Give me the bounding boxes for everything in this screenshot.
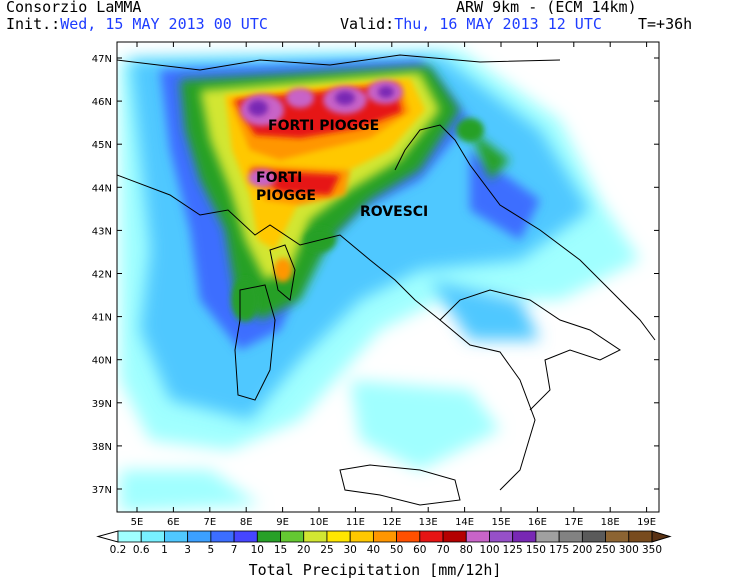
lon-tick-label: 7E — [203, 517, 216, 528]
colorbar-swatch — [349, 530, 374, 543]
lon-tick-label: 14E — [455, 517, 474, 528]
lon-tick-label: 17E — [564, 517, 583, 528]
colorbar-under-arrow — [96, 530, 119, 543]
colorbar-level-label: 25 — [320, 544, 333, 556]
colorbar-level-label: 0.2 — [110, 544, 127, 556]
lat-tick-label: 43N — [92, 226, 112, 237]
colorbar-level-label: 1 — [161, 544, 168, 556]
colorbar-over-arrow — [651, 530, 672, 543]
init-label: Init.: — [6, 15, 61, 33]
annotation-forti-piogge-north: FORTI PIOGGE — [268, 118, 379, 134]
annotation-forti: FORTI — [256, 170, 302, 186]
org-title: Consorzio LaMMA — [6, 0, 142, 16]
lat-tick-label: 46N — [92, 97, 112, 108]
lat-tick-label: 45N — [92, 140, 112, 151]
colorbar-level-label: 250 — [596, 544, 616, 556]
lon-tick-label: 11E — [346, 517, 365, 528]
colorbar-level-label: 60 — [413, 544, 426, 556]
lon-tick-label: 9E — [276, 517, 289, 528]
lat-tick-label: 38N — [92, 442, 112, 453]
colorbar-level-label: 50 — [390, 544, 403, 556]
valid-label: Valid: — [340, 15, 395, 33]
valid-value: Thu, 16 MAY 2013 12 UTC — [394, 15, 602, 33]
colorbar-swatch — [372, 530, 398, 543]
colorbar-level-label: 80 — [460, 544, 473, 556]
lon-tick-label: 18E — [601, 517, 620, 528]
lat-tick-label: 47N — [92, 54, 112, 65]
lon-tick-label: 19E — [637, 517, 656, 528]
colorbar-swatch — [187, 530, 212, 543]
lat-tick-label: 42N — [92, 270, 112, 281]
annotation-piogge: PIOGGE — [256, 188, 316, 204]
colorbar-swatch — [396, 530, 421, 543]
lon-tick-label: 8E — [240, 517, 253, 528]
colorbar-level-label: 150 — [526, 544, 546, 556]
colorbar-level-label: 5 — [208, 544, 215, 556]
lon-tick-label: 5E — [131, 517, 144, 528]
lat-tick-label: 37N — [92, 485, 112, 496]
colorbar-level-label: 350 — [642, 544, 662, 556]
colorbar-level-label: 300 — [619, 544, 639, 556]
colorbar-swatch — [210, 530, 235, 543]
lon-tick-label: 13E — [419, 517, 438, 528]
colorbar-swatch — [256, 530, 281, 543]
init-value: Wed, 15 MAY 2013 00 UTC — [60, 15, 268, 33]
colorbar-swatch — [558, 530, 583, 543]
colorbar-level-label: 30 — [343, 544, 356, 556]
longitude-axis: 5E 6E 7E 8E 9E 10E 11E 12E 13E 14E 15E 16E 17E 18E 19E — [131, 42, 656, 528]
model-title: ARW 9km - (ECM 14km) — [456, 0, 637, 16]
lead-time: T=+36h — [638, 15, 693, 33]
colorbar-swatch — [140, 530, 165, 543]
colorbar-swatch — [117, 530, 142, 543]
colorbar: 0.2 0.6 1 3 5 7 10 15 20 25 30 40 50 60 70 80 100 125 150 1… — [96, 530, 672, 556]
precipitation-field — [117, 50, 656, 512]
colorbar-swatch — [581, 530, 606, 543]
lat-tick-label: 41N — [92, 313, 112, 324]
colorbar-level-label: 0.6 — [133, 544, 150, 556]
colorbar-swatch — [419, 530, 444, 543]
lon-tick-label: 6E — [167, 517, 180, 528]
latitude-axis: 47N 46N 45N 44N 43N 42N 41N 40N 39N 38N 37N — [92, 54, 659, 496]
colorbar-swatch — [326, 530, 351, 543]
colorbar-swatch — [535, 530, 560, 543]
colorbar-level-label: 20 — [297, 544, 310, 556]
lon-tick-label: 16E — [528, 517, 547, 528]
lon-tick-label: 12E — [382, 517, 401, 528]
colorbar-level-label: 200 — [572, 544, 592, 556]
init-line: Init.:Wed, 15 MAY 2013 00 UTC — [6, 16, 268, 32]
colorbar-level-label: 7 — [231, 544, 238, 556]
colorbar-swatch — [303, 530, 328, 543]
lon-tick-label: 10E — [309, 517, 328, 528]
colorbar-swatch — [164, 530, 189, 543]
colorbar-level-label: 40 — [367, 544, 380, 556]
map-frame — [116, 41, 660, 513]
colorbar-level-label: 10 — [251, 544, 264, 556]
colorbar-swatch — [442, 530, 467, 543]
colorbar-level-label: 3 — [184, 544, 191, 556]
colorbar-level-label: 70 — [436, 544, 449, 556]
lat-tick-label: 44N — [92, 183, 112, 194]
annotation-rovesci: ROVESCI — [360, 204, 428, 220]
valid-line: Valid:Thu, 16 MAY 2013 12 UTC — [340, 16, 602, 32]
lon-tick-label: 15E — [491, 517, 510, 528]
colorbar-swatch — [489, 530, 514, 543]
colorbar-swatch — [280, 530, 305, 543]
colorbar-swatch — [465, 530, 490, 543]
colorbar-level-label: 175 — [549, 544, 569, 556]
colorbar-level-label: 100 — [479, 544, 499, 556]
lat-tick-label: 39N — [92, 399, 112, 410]
colorbar-level-label: 15 — [274, 544, 287, 556]
legend-title: Total Precipitation [mm/12h] — [249, 561, 502, 579]
colorbar-swatch — [605, 530, 630, 543]
colorbar-swatch — [628, 530, 653, 543]
colorbar-swatch — [233, 530, 258, 543]
colorbar-level-label: 125 — [503, 544, 523, 556]
colorbar-swatch — [512, 530, 537, 543]
lat-tick-label: 40N — [92, 356, 112, 367]
